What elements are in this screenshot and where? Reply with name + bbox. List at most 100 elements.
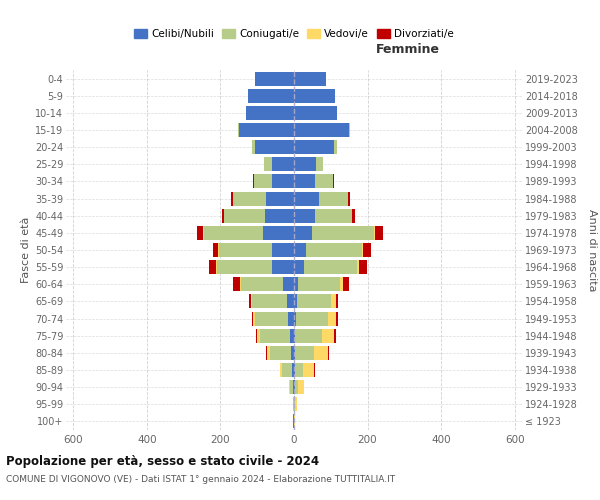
Bar xyxy=(218,243,272,257)
Text: COMUNE DI VIGONOVO (VE) - Dati ISTAT 1° gennaio 2024 - Elaborazione TUTTITALIA.I: COMUNE DI VIGONOVO (VE) - Dati ISTAT 1° … xyxy=(6,475,395,484)
Bar xyxy=(336,294,338,308)
Bar xyxy=(316,158,323,172)
Bar xyxy=(294,140,334,154)
Bar xyxy=(232,192,233,205)
Bar xyxy=(375,226,383,240)
Bar xyxy=(328,346,329,360)
Bar xyxy=(336,312,338,326)
Bar xyxy=(253,294,287,308)
Bar xyxy=(260,328,290,342)
Y-axis label: Anni di nascita: Anni di nascita xyxy=(587,209,597,291)
Bar xyxy=(362,243,363,257)
Bar xyxy=(240,278,241,291)
Bar xyxy=(248,88,294,102)
Bar xyxy=(203,226,204,240)
Bar xyxy=(294,380,295,394)
Bar xyxy=(334,328,335,342)
Bar xyxy=(272,260,294,274)
Text: Femmine: Femmine xyxy=(376,42,440,56)
Bar xyxy=(266,346,267,360)
Bar xyxy=(349,123,350,137)
Bar xyxy=(256,328,257,342)
Bar xyxy=(216,260,217,274)
Bar xyxy=(293,380,294,394)
Bar xyxy=(253,140,256,154)
Bar xyxy=(209,260,216,274)
Bar xyxy=(294,278,298,291)
Bar xyxy=(272,174,294,188)
Bar xyxy=(222,208,224,222)
Bar xyxy=(352,208,355,222)
Bar xyxy=(280,363,282,377)
Bar xyxy=(265,208,294,222)
Bar xyxy=(270,346,291,360)
Bar xyxy=(204,226,263,240)
Bar xyxy=(267,346,270,360)
Bar xyxy=(294,260,304,274)
Bar xyxy=(294,158,316,172)
Bar xyxy=(290,328,294,342)
Bar xyxy=(294,226,313,240)
Bar xyxy=(294,123,349,137)
Bar xyxy=(282,363,292,377)
Bar xyxy=(296,312,328,326)
Bar xyxy=(239,123,294,137)
Bar xyxy=(293,414,294,428)
Bar xyxy=(349,192,350,205)
Bar xyxy=(214,243,218,257)
Bar xyxy=(272,243,294,257)
Legend: Celibi/Nubili, Coniugati/e, Vedovi/e, Divorziati/e: Celibi/Nubili, Coniugati/e, Vedovi/e, Di… xyxy=(130,25,458,43)
Bar xyxy=(290,380,293,394)
Bar xyxy=(233,192,266,205)
Bar xyxy=(217,260,272,274)
Bar xyxy=(294,88,335,102)
Bar xyxy=(314,346,328,360)
Bar xyxy=(363,243,371,257)
Bar xyxy=(295,328,322,342)
Bar xyxy=(257,328,260,342)
Bar xyxy=(303,363,314,377)
Bar xyxy=(289,312,294,326)
Bar xyxy=(294,312,296,326)
Bar xyxy=(343,278,349,291)
Bar xyxy=(289,380,290,394)
Y-axis label: Fasce di età: Fasce di età xyxy=(20,217,31,283)
Bar xyxy=(294,72,326,86)
Bar xyxy=(295,380,298,394)
Bar xyxy=(295,398,297,411)
Bar xyxy=(334,140,337,154)
Bar xyxy=(246,106,294,120)
Bar xyxy=(253,312,256,326)
Bar xyxy=(295,346,314,360)
Bar xyxy=(331,294,336,308)
Bar xyxy=(294,346,295,360)
Bar xyxy=(294,106,337,120)
Bar xyxy=(249,294,251,308)
Bar xyxy=(316,174,333,188)
Bar xyxy=(256,312,289,326)
Bar xyxy=(292,363,294,377)
Bar xyxy=(297,294,331,308)
Bar xyxy=(224,208,265,222)
Bar xyxy=(251,294,253,308)
Bar xyxy=(253,174,254,188)
Bar xyxy=(291,346,294,360)
Bar xyxy=(294,243,306,257)
Bar xyxy=(256,140,294,154)
Bar xyxy=(319,192,349,205)
Bar xyxy=(283,278,294,291)
Bar xyxy=(241,278,283,291)
Bar xyxy=(263,226,294,240)
Bar xyxy=(294,208,316,222)
Bar xyxy=(313,226,374,240)
Bar xyxy=(306,243,362,257)
Bar xyxy=(287,294,294,308)
Bar xyxy=(356,260,359,274)
Text: Popolazione per età, sesso e stato civile - 2024: Popolazione per età, sesso e stato civil… xyxy=(6,455,319,468)
Bar xyxy=(304,260,356,274)
Bar xyxy=(272,158,294,172)
Bar xyxy=(238,123,239,137)
Bar xyxy=(233,278,240,291)
Bar xyxy=(374,226,375,240)
Bar xyxy=(298,278,340,291)
